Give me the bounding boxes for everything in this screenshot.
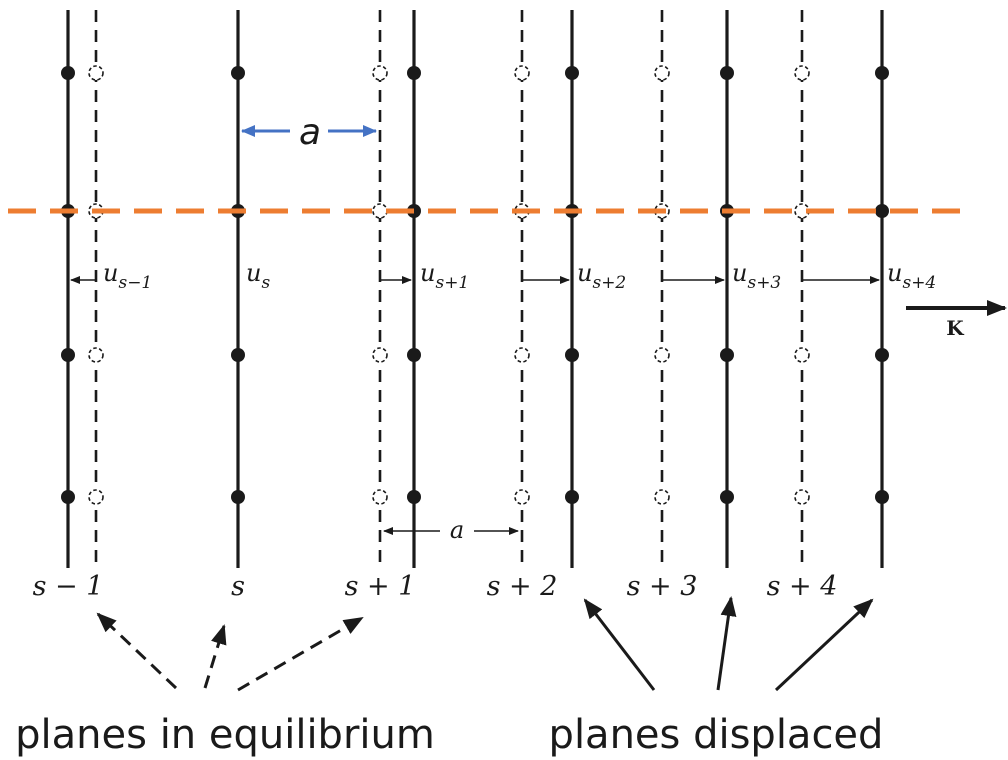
displaced-atom [875, 204, 889, 218]
displaced-atom [565, 490, 579, 504]
displacement-label-s+4: us+4 [887, 259, 936, 293]
equilibrium-pointer-arrows [96, 612, 364, 692]
displaced-atom [875, 490, 889, 504]
equilibrium-atom [794, 65, 810, 81]
equilibrium-atom [372, 489, 388, 505]
plane-label-s: s [231, 571, 245, 602]
displaced-atom [720, 348, 734, 362]
lattice-constant-label-top: a [299, 112, 321, 153]
displaced-atom [565, 348, 579, 362]
plane-label-s+2: s + 2 [487, 571, 558, 602]
lattice-constant-label-bottom: a [450, 516, 464, 544]
equilibrium-atom [88, 65, 104, 81]
plane-label-s+3: s + 3 [627, 571, 698, 602]
displaced-atom [231, 348, 245, 362]
equilibrium-atom [654, 489, 670, 505]
displaced-atom [407, 490, 421, 504]
equilibrium-atom [372, 203, 388, 219]
displaced-atom [720, 66, 734, 80]
displaced-atom [407, 348, 421, 362]
displaced-atom [61, 348, 75, 362]
equilibrium-atom [88, 489, 104, 505]
equilibrium-planes [94, 10, 804, 568]
displacement-label-s+3: us+3 [732, 259, 781, 293]
displacement-label-s+1: us+1 [420, 259, 469, 293]
displacement-labels: us−1 us us+1 us+2 us+3 us+4 [103, 259, 936, 293]
equilibrium-atom [514, 489, 530, 505]
displacement-label-s: us [246, 259, 270, 293]
equilibrium-atom [514, 65, 530, 81]
equilibrium-atom [794, 347, 810, 363]
equilibrium-atom [514, 347, 530, 363]
caption-displaced: planes displaced [549, 712, 884, 758]
displaced-atom [565, 66, 579, 80]
caption-equilibrium: planes in equilibrium [15, 712, 435, 758]
displaced-atom [61, 490, 75, 504]
displaced-atom [61, 66, 75, 80]
plane-label-s-1: s − 1 [33, 571, 104, 602]
equilibrium-atom [794, 489, 810, 505]
displaced-atom [231, 490, 245, 504]
equilibrium-atom [88, 347, 104, 363]
displaced-pointer-arrows [583, 596, 874, 692]
plane-labels: s − 1 s s + 1 s + 2 s + 3 s + 4 [33, 571, 838, 602]
displacement-label-s-1: us−1 [103, 259, 152, 293]
atoms [61, 65, 889, 505]
equilibrium-atom [372, 347, 388, 363]
displaced-atom [407, 66, 421, 80]
lattice-constant-arrow-bottom: a [383, 516, 519, 544]
plane-label-s+1: s + 1 [345, 571, 416, 602]
wavevector: K [906, 300, 1007, 340]
equilibrium-atom [372, 65, 388, 81]
displaced-atom [231, 66, 245, 80]
plane-label-s+4: s + 4 [767, 571, 838, 602]
equilibrium-atom [654, 347, 670, 363]
equilibrium-atom [654, 65, 670, 81]
displaced-planes [66, 10, 884, 568]
lattice-constant-arrow-top: a [241, 112, 377, 153]
displaced-atom [720, 490, 734, 504]
wavevector-label: K [946, 316, 964, 340]
displacement-label-s+2: us+2 [577, 259, 626, 293]
displaced-atom [875, 66, 889, 80]
displaced-atom [875, 348, 889, 362]
